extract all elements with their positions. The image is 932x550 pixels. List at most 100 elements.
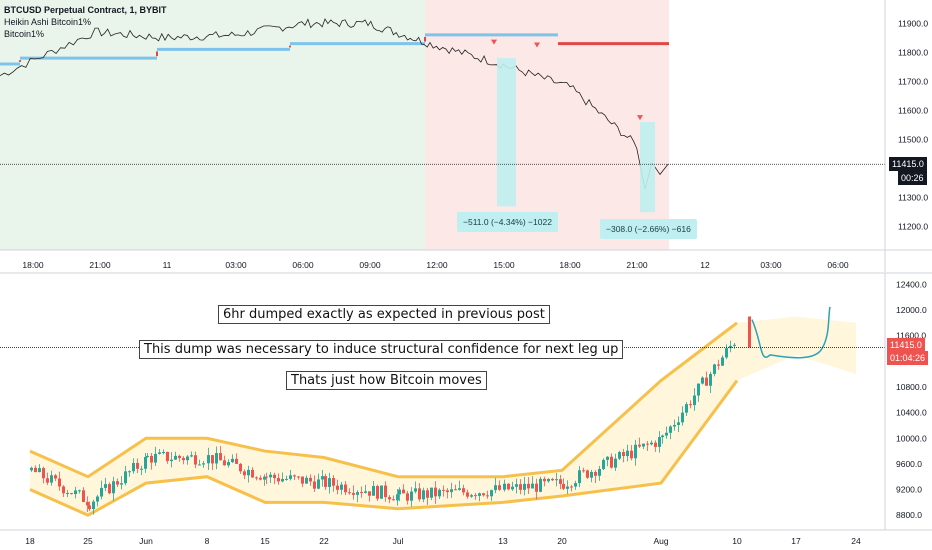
candle-body bbox=[340, 484, 343, 490]
candle-body bbox=[285, 478, 288, 480]
candle-body bbox=[470, 495, 473, 497]
candle-body bbox=[247, 469, 250, 476]
candle-body bbox=[474, 495, 477, 497]
candle-body bbox=[388, 497, 391, 500]
candle-body bbox=[112, 481, 115, 494]
candle-body bbox=[642, 443, 645, 447]
top-x-tick: 12 bbox=[700, 260, 710, 270]
candle-body bbox=[539, 478, 542, 492]
candle-body bbox=[689, 404, 692, 406]
candle-body bbox=[202, 463, 205, 465]
annotation-2: This dump was necessary to induce struct… bbox=[139, 340, 624, 359]
candle-body bbox=[140, 468, 143, 470]
candle-body bbox=[166, 452, 169, 462]
candle-body bbox=[494, 485, 497, 491]
candle-body bbox=[259, 477, 262, 480]
candle-body bbox=[62, 486, 65, 494]
candle-body bbox=[104, 484, 107, 488]
candle-body bbox=[352, 492, 355, 495]
candle-body bbox=[434, 487, 437, 497]
annotation-1: 6hr dumped exactly as expected in previo… bbox=[218, 305, 550, 324]
candle-body bbox=[725, 348, 728, 358]
candle-body bbox=[120, 483, 123, 485]
candle-body bbox=[360, 492, 363, 494]
candle-body bbox=[626, 450, 629, 457]
candle-body bbox=[96, 496, 99, 502]
candle-body bbox=[42, 468, 45, 479]
candle-body bbox=[661, 435, 664, 438]
candle-body bbox=[410, 491, 413, 501]
candle-body bbox=[392, 499, 395, 501]
candle-body bbox=[82, 490, 85, 502]
candle-body bbox=[92, 501, 95, 510]
candle-body bbox=[332, 478, 335, 486]
candle-body bbox=[251, 469, 254, 478]
top-y-tick: 11500.0 bbox=[898, 135, 928, 145]
candle-body bbox=[70, 493, 73, 495]
top-x-tick: 18:00 bbox=[559, 260, 581, 270]
top-x-tick: 15:00 bbox=[493, 260, 515, 270]
candle-body bbox=[281, 478, 284, 482]
bottom-x-tick: 13 bbox=[498, 536, 508, 546]
candle-body bbox=[654, 442, 657, 447]
candle-body bbox=[305, 477, 308, 484]
candle-body bbox=[482, 493, 485, 496]
candle-body bbox=[685, 404, 688, 413]
bottom-y-tick: 10800.0 bbox=[896, 382, 927, 392]
candle-body bbox=[713, 364, 716, 374]
candle-body bbox=[697, 383, 700, 396]
candle-body bbox=[527, 483, 530, 489]
bottom-x-tick: 18 bbox=[25, 536, 35, 546]
bear-zone bbox=[425, 0, 669, 250]
candle-body bbox=[507, 483, 510, 490]
candle-body bbox=[673, 424, 676, 427]
candle-body bbox=[450, 489, 453, 493]
candle-body bbox=[748, 316, 751, 348]
bottom-x-tick: Jun bbox=[139, 536, 153, 546]
legend-symbol: BTCUSD Perpetual Contract, 1, BYBIT bbox=[4, 5, 167, 15]
candle-body bbox=[733, 344, 736, 346]
candle-body bbox=[531, 483, 534, 489]
candle-body bbox=[717, 364, 720, 366]
candle-body bbox=[551, 478, 554, 481]
candle-body bbox=[324, 476, 327, 487]
candle-body bbox=[570, 486, 573, 488]
candle-body bbox=[223, 460, 226, 466]
candle-body bbox=[368, 491, 371, 496]
top-countdown: 00:26 bbox=[898, 171, 927, 185]
candle-body bbox=[519, 484, 522, 490]
candle-body bbox=[376, 486, 379, 499]
candle-body bbox=[215, 453, 218, 464]
candle-body bbox=[398, 489, 401, 495]
candle-body bbox=[372, 486, 375, 496]
bull-zone bbox=[0, 0, 425, 250]
candle-body bbox=[693, 395, 696, 406]
candle-body bbox=[116, 481, 119, 485]
candle-body bbox=[124, 471, 127, 484]
bottom-x-tick: 22 bbox=[319, 536, 329, 546]
top-x-tick: 06:00 bbox=[292, 260, 314, 270]
candle-body bbox=[301, 476, 304, 484]
bottom-x-tick: 15 bbox=[260, 536, 270, 546]
candle-body bbox=[219, 453, 222, 461]
candle-body bbox=[669, 426, 672, 433]
bottom-y-tick: 10400.0 bbox=[896, 408, 927, 418]
measure-bar-1 bbox=[497, 58, 516, 207]
candle-body bbox=[207, 455, 210, 464]
price-line bbox=[0, 18, 669, 190]
candle-body bbox=[406, 493, 409, 501]
candle-body bbox=[194, 455, 197, 465]
candle-body bbox=[677, 422, 680, 425]
candle-body bbox=[364, 491, 367, 493]
top-x-tick: 03:00 bbox=[760, 260, 782, 270]
candle-body bbox=[317, 479, 320, 489]
candle-body bbox=[66, 493, 69, 495]
measure-tag-1: −511.0 (−4.34%) −1022 bbox=[457, 212, 558, 232]
candle-body bbox=[396, 494, 399, 501]
sell-marker bbox=[637, 115, 643, 121]
top-x-tick: 09:00 bbox=[359, 260, 381, 270]
candle-body bbox=[190, 455, 193, 457]
candle-body bbox=[598, 468, 601, 476]
bottom-price-label: 11415.0 bbox=[887, 338, 925, 352]
